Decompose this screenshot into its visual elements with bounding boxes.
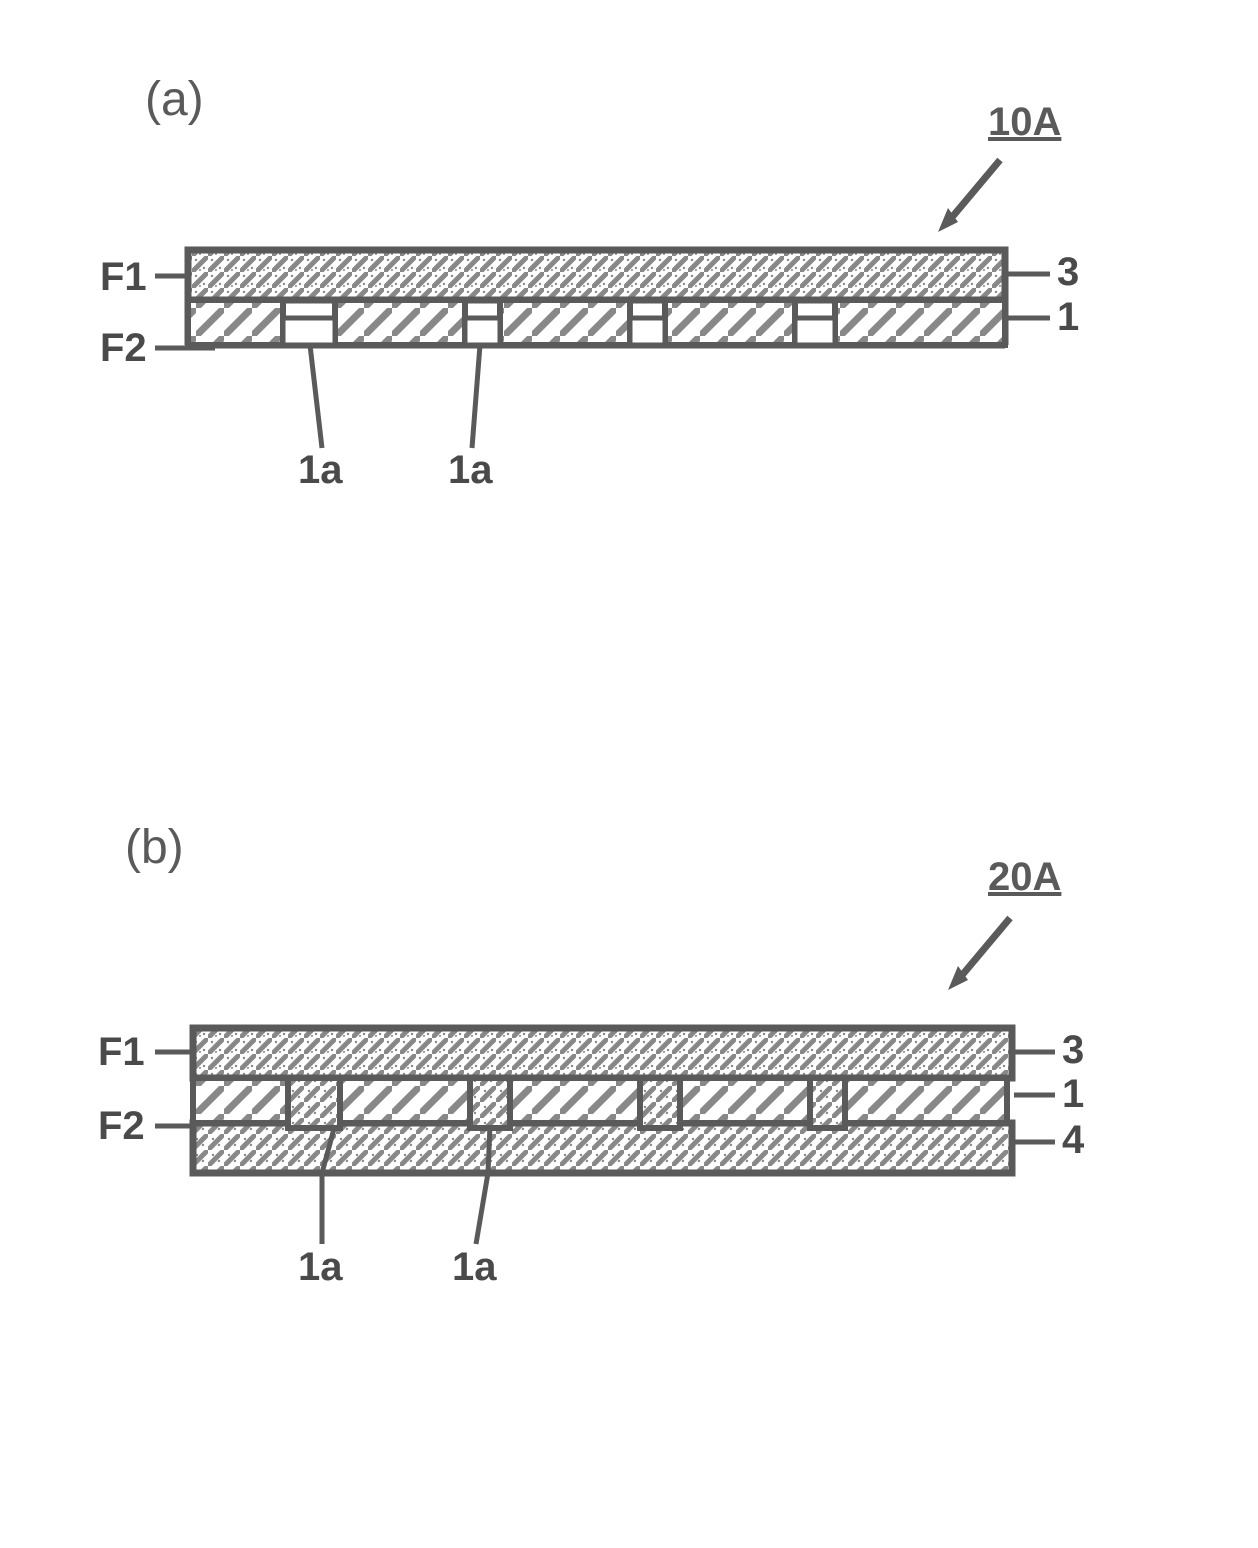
label-1a-right-a: 1a — [448, 448, 493, 493]
label-3-a: 3 — [1057, 250, 1079, 295]
label-1a-left-b: 1a — [298, 1245, 343, 1290]
label-4-b: 4 — [1062, 1118, 1084, 1163]
label-3-b: 3 — [1062, 1028, 1084, 1073]
label-f2-b: F2 — [98, 1104, 145, 1149]
label-f1-a: F1 — [100, 255, 147, 300]
label-1a-right-b: 1a — [452, 1245, 497, 1290]
label-1-a: 1 — [1057, 295, 1079, 340]
label-1-b: 1 — [1062, 1072, 1084, 1117]
label-f1-b: F1 — [98, 1030, 145, 1075]
label-1a-left-a: 1a — [298, 448, 343, 493]
label-f2-a: F2 — [100, 326, 147, 371]
